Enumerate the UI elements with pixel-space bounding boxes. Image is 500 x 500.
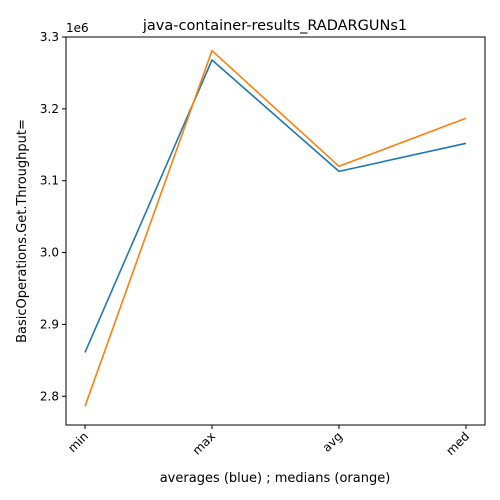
plot-frame xyxy=(65,36,486,426)
x-tick-label-max: max xyxy=(190,429,218,457)
y-tick-label: 3.2 xyxy=(40,102,59,116)
y-tick-label: 3.3 xyxy=(40,30,59,44)
series-line-1 xyxy=(84,59,467,353)
x-axis: min max avg med xyxy=(65,425,472,458)
y-tick-label: 2.9 xyxy=(40,317,59,331)
x-tick-label-avg: avg xyxy=(320,429,346,455)
x-axis-label: averages (blue) ; medians (orange) xyxy=(160,471,391,486)
series-line-2 xyxy=(84,49,467,407)
x-tick-label-min: min xyxy=(65,429,91,455)
y-tick-label: 3.1 xyxy=(40,174,59,188)
y-axis: 2.8 2.9 3.0 3.1 3.2 3.3 xyxy=(40,30,66,403)
y-tick-label: 3.0 xyxy=(40,246,59,260)
y-axis-label: BasicOperations.Get.Throughput= xyxy=(15,119,30,343)
y-offset-label: 1e6 xyxy=(66,21,89,35)
x-tick-label-med: med xyxy=(443,429,472,458)
y-tick-label: 2.8 xyxy=(40,389,59,403)
series-layer xyxy=(84,49,467,407)
chart-title: java-container-results_RADARGUNs1 xyxy=(142,18,407,34)
